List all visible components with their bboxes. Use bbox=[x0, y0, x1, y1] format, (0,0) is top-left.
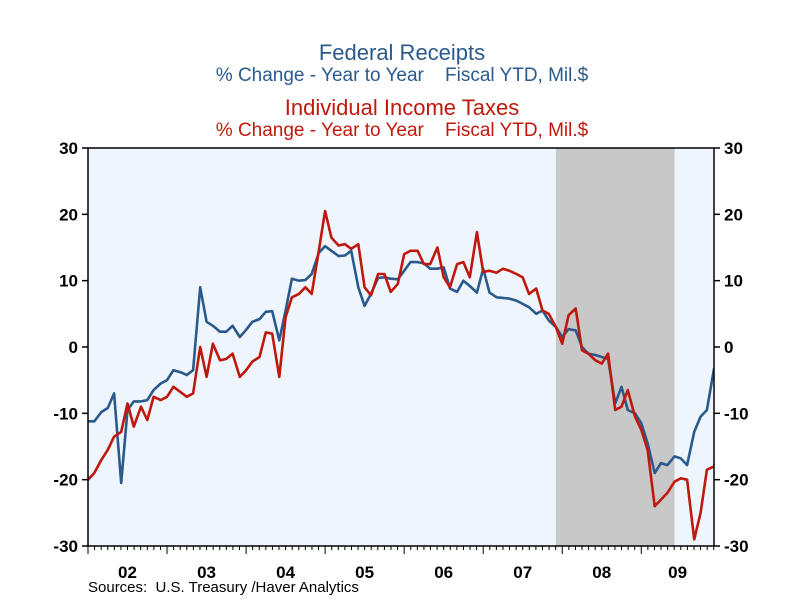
series-line-0 bbox=[88, 244, 714, 485]
y-tick-label-left: 0 bbox=[69, 338, 78, 357]
x-tick-label: 08 bbox=[592, 563, 611, 582]
source-note: Sources: U.S. Treasury /Haver Analytics bbox=[88, 579, 359, 596]
y-tick-label-right: 20 bbox=[724, 205, 743, 224]
y-tick-label-left: -20 bbox=[53, 471, 78, 490]
y-tick-label-left: -10 bbox=[53, 404, 78, 423]
series-line-1 bbox=[88, 209, 714, 541]
y-tick-label-right: 0 bbox=[724, 338, 733, 357]
y-tick-label-left: 20 bbox=[59, 205, 78, 224]
series-lines bbox=[88, 209, 714, 541]
x-tick-label: 03 bbox=[197, 563, 216, 582]
x-tick-label: 04 bbox=[276, 563, 295, 582]
y-tick-label-right: 30 bbox=[724, 139, 743, 158]
chart-titles: Federal Receipts % Change - Year to Year… bbox=[216, 40, 589, 141]
x-tick-label: 02 bbox=[118, 563, 137, 582]
y-tick-label-left: 30 bbox=[59, 139, 78, 158]
recession-band bbox=[555, 148, 675, 546]
y-tick-label-left: 10 bbox=[59, 272, 78, 291]
y-tick-label-right: -30 bbox=[724, 537, 749, 556]
x-tick-label: 05 bbox=[355, 563, 374, 582]
x-tick-label: 06 bbox=[434, 563, 453, 582]
x-tick-label: 09 bbox=[668, 563, 687, 582]
title-individual-income-taxes: Individual Income Taxes bbox=[285, 95, 519, 120]
y-tick-label-right: -20 bbox=[724, 471, 749, 490]
y-axis: 30 30 20 20 10 10 0 0 -10 -10 -20 -20 -30 -30 bbox=[53, 139, 748, 556]
x-axis: 02 03 04 05 06 07 08 09 bbox=[87, 546, 715, 582]
y-tick-label-right: 10 bbox=[724, 272, 743, 291]
subtitle-federal-receipts: % Change - Year to Year Fiscal YTD, Mil.… bbox=[216, 65, 589, 86]
title-federal-receipts: Federal Receipts bbox=[319, 40, 485, 65]
y-tick-label-right: -10 bbox=[724, 404, 749, 423]
subtitle-individual-income-taxes: % Change - Year to Year Fiscal YTD, Mil.… bbox=[216, 120, 589, 141]
x-tick-label: 07 bbox=[513, 563, 532, 582]
y-tick-label-left: -30 bbox=[53, 537, 78, 556]
